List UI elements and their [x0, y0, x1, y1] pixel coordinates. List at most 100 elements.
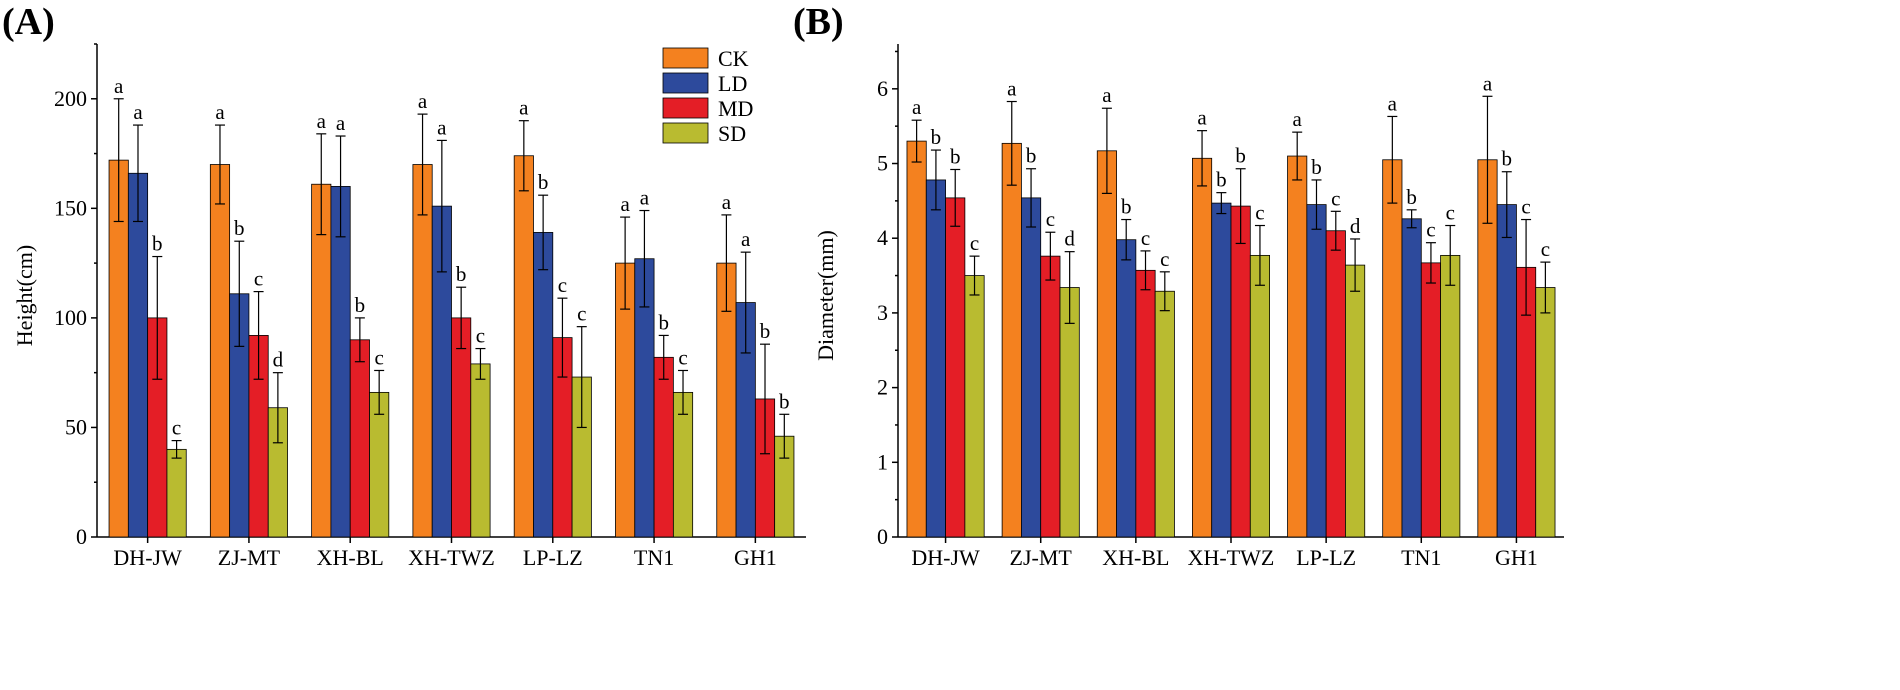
bar-ck — [1096, 150, 1117, 538]
significance-label: a — [519, 96, 529, 120]
bar-sd — [1345, 264, 1366, 538]
bar-sd — [166, 448, 187, 538]
significance-label: b — [355, 293, 366, 317]
y-tick-label: 6 — [877, 76, 888, 101]
significance-label: a — [418, 89, 428, 113]
significance-label: a — [741, 227, 751, 251]
significance-label: a — [1483, 71, 1493, 95]
significance-label: b — [538, 170, 549, 194]
bar-md — [1325, 230, 1346, 538]
significance-label: c — [970, 231, 979, 255]
significance-label: c — [254, 267, 263, 291]
significance-label: c — [375, 345, 384, 369]
bar-md — [653, 356, 674, 538]
bar-md — [1040, 255, 1061, 538]
bar-sd — [964, 275, 985, 538]
x-tick-label: XH-TWZ — [1188, 545, 1275, 570]
x-tick-label: XH-BL — [317, 545, 384, 570]
y-tick-label: 2 — [877, 375, 888, 400]
bar-ck — [1001, 142, 1022, 538]
y-tick-label: 150 — [54, 195, 87, 220]
significance-label: b — [950, 144, 961, 168]
significance-label: c — [577, 302, 586, 326]
significance-label: b — [779, 389, 790, 413]
legend-swatch-md — [662, 97, 709, 119]
significance-label: c — [1160, 247, 1169, 271]
y-tick-label: 50 — [65, 414, 87, 439]
bar-ck — [1382, 159, 1403, 538]
significance-label: b — [456, 262, 467, 286]
significance-label: a — [1102, 83, 1112, 107]
significance-label: c — [1541, 237, 1550, 261]
bar-md — [1420, 262, 1441, 538]
bar-ck — [209, 164, 231, 538]
y-tick-label: 1 — [877, 449, 888, 474]
x-tick-label: XH-TWZ — [408, 545, 495, 570]
significance-label: b — [760, 319, 771, 343]
x-tick-label: ZJ-MT — [1010, 545, 1073, 570]
significance-label: a — [317, 109, 327, 133]
significance-label: c — [172, 416, 181, 440]
bar-ck — [513, 155, 534, 538]
significance-label: c — [1426, 218, 1435, 242]
legend-swatch-ld — [662, 72, 709, 94]
legend-swatch-ck — [662, 47, 709, 69]
significance-label: a — [1197, 106, 1207, 130]
significance-label: a — [620, 192, 630, 216]
significance-label: a — [722, 190, 732, 214]
significance-label: b — [234, 216, 245, 240]
significance-label: c — [678, 345, 687, 369]
bar-ld — [330, 186, 351, 538]
y-tick-label: 100 — [54, 305, 87, 330]
significance-label: c — [476, 324, 485, 348]
y-tick-label: 3 — [877, 300, 888, 325]
bar-md — [1135, 269, 1156, 538]
significance-label: b — [1235, 144, 1246, 168]
legend-swatch-sd — [662, 122, 709, 144]
x-tick-label: GH1 — [1495, 545, 1538, 570]
bar-md — [349, 339, 370, 538]
x-tick-label: DH-JW — [113, 545, 182, 570]
bar-ld — [925, 179, 946, 538]
bar-sd — [1535, 287, 1556, 538]
bar-sd — [1154, 290, 1175, 538]
significance-label: a — [336, 111, 346, 135]
significance-label: a — [912, 95, 922, 119]
bar-sd — [470, 363, 491, 538]
x-tick-label: TN1 — [1401, 545, 1441, 570]
significance-label: c — [558, 273, 567, 297]
bar-ld — [1496, 204, 1517, 538]
significance-label: a — [114, 74, 124, 98]
y-tick-label: 0 — [877, 524, 888, 549]
x-tick-label: ZJ-MT — [218, 545, 281, 570]
legend-label-md: MD — [718, 96, 753, 121]
significance-label: b — [1216, 168, 1227, 192]
bar-ld — [1211, 202, 1232, 538]
y-tick-label: 5 — [877, 151, 888, 176]
y-tick-label: 0 — [76, 524, 87, 549]
significance-label: d — [1350, 214, 1361, 238]
y-tick-label: 200 — [54, 86, 87, 111]
bar-md — [451, 317, 472, 538]
significance-label: c — [1046, 207, 1055, 231]
panel-a-height-chart: (A) 0 50 100 150 200 Height(cm) DH-JW ZJ-MT XH-BL… — [2, 1, 806, 570]
x-tick-label: DH-JW — [911, 545, 980, 570]
significance-label: c — [1331, 186, 1340, 210]
legend-label-ld: LD — [718, 71, 747, 96]
significance-label: a — [640, 186, 650, 210]
significance-label: a — [215, 100, 225, 124]
significance-label: a — [133, 100, 143, 124]
bar-ld — [1401, 218, 1422, 538]
significance-label: b — [1406, 185, 1417, 209]
bar-md — [945, 197, 966, 538]
y-tick-label: 4 — [877, 225, 888, 250]
significance-label: a — [437, 115, 447, 139]
significance-label: a — [1007, 77, 1017, 101]
significance-label: b — [152, 232, 163, 256]
bar-sd — [1059, 287, 1080, 538]
panel-label: (B) — [793, 1, 844, 43]
bar-ld — [1116, 239, 1137, 538]
legend-label-sd: SD — [718, 121, 746, 146]
